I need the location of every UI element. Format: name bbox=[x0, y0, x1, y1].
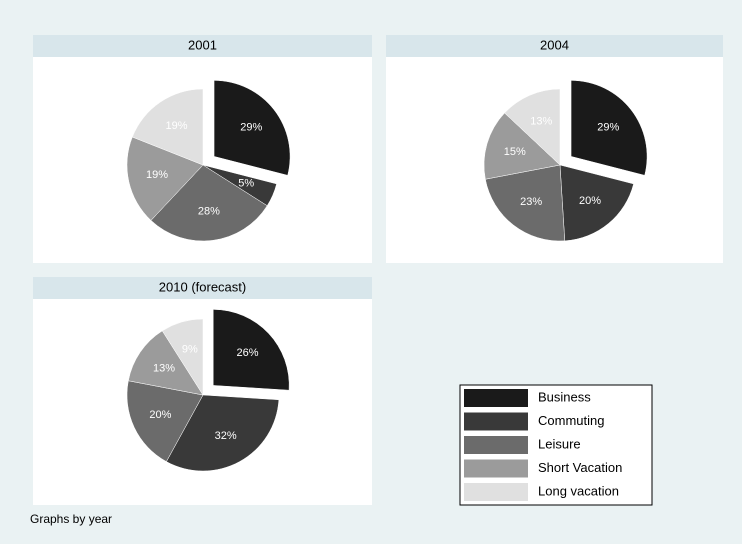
legend-label: Long vacation bbox=[538, 483, 619, 498]
panel-title-bar bbox=[386, 35, 723, 57]
legend-label: Leisure bbox=[538, 436, 581, 451]
legend-label: Business bbox=[538, 389, 591, 404]
panel-title-bar bbox=[33, 35, 372, 57]
panel-title: 2001 bbox=[188, 37, 217, 52]
slice-label: 29% bbox=[240, 121, 262, 133]
legend-swatch bbox=[464, 389, 528, 407]
slice-label: 13% bbox=[530, 116, 552, 128]
slice-label: 13% bbox=[153, 362, 175, 374]
panel-title: 2010 (forecast) bbox=[159, 279, 246, 294]
legend-label: Commuting bbox=[538, 413, 604, 428]
slice-label: 29% bbox=[597, 121, 619, 133]
slice-label: 15% bbox=[504, 146, 526, 158]
legend-swatch bbox=[464, 483, 528, 501]
slice-label: 32% bbox=[215, 430, 237, 442]
pie-slice bbox=[485, 164, 566, 242]
pie-slice bbox=[161, 318, 204, 396]
pie-slice bbox=[150, 164, 268, 242]
pie-slice bbox=[128, 330, 204, 396]
pie-slice bbox=[126, 136, 204, 221]
legend-swatch bbox=[464, 412, 528, 431]
slice-label: 28% bbox=[198, 206, 220, 218]
slice-label: 20% bbox=[579, 195, 601, 207]
legend-label: Short Vacation bbox=[538, 460, 622, 475]
legend-swatch bbox=[464, 436, 528, 454]
slice-label: 23% bbox=[520, 196, 542, 208]
legend-swatch bbox=[464, 459, 528, 478]
pie-slice bbox=[559, 164, 634, 242]
panel-title: 2004 bbox=[540, 37, 569, 52]
slice-label: 9% bbox=[182, 344, 198, 356]
slice-label: 5% bbox=[238, 178, 254, 190]
note: Graphs by year bbox=[30, 512, 112, 526]
pie-slice bbox=[570, 80, 648, 176]
slice-label: 20% bbox=[149, 409, 171, 421]
pie-slice bbox=[504, 88, 561, 166]
slice-label: 26% bbox=[237, 347, 259, 359]
slice-label: 19% bbox=[146, 169, 168, 181]
pie-slice bbox=[483, 112, 561, 180]
pie-slice bbox=[166, 394, 280, 472]
pie-slice bbox=[126, 380, 204, 462]
pie-slice bbox=[132, 88, 204, 166]
slice-label: 19% bbox=[165, 120, 187, 132]
pie-slice bbox=[212, 309, 290, 391]
panel-title-bar bbox=[33, 277, 372, 299]
pie-slice bbox=[213, 80, 291, 176]
